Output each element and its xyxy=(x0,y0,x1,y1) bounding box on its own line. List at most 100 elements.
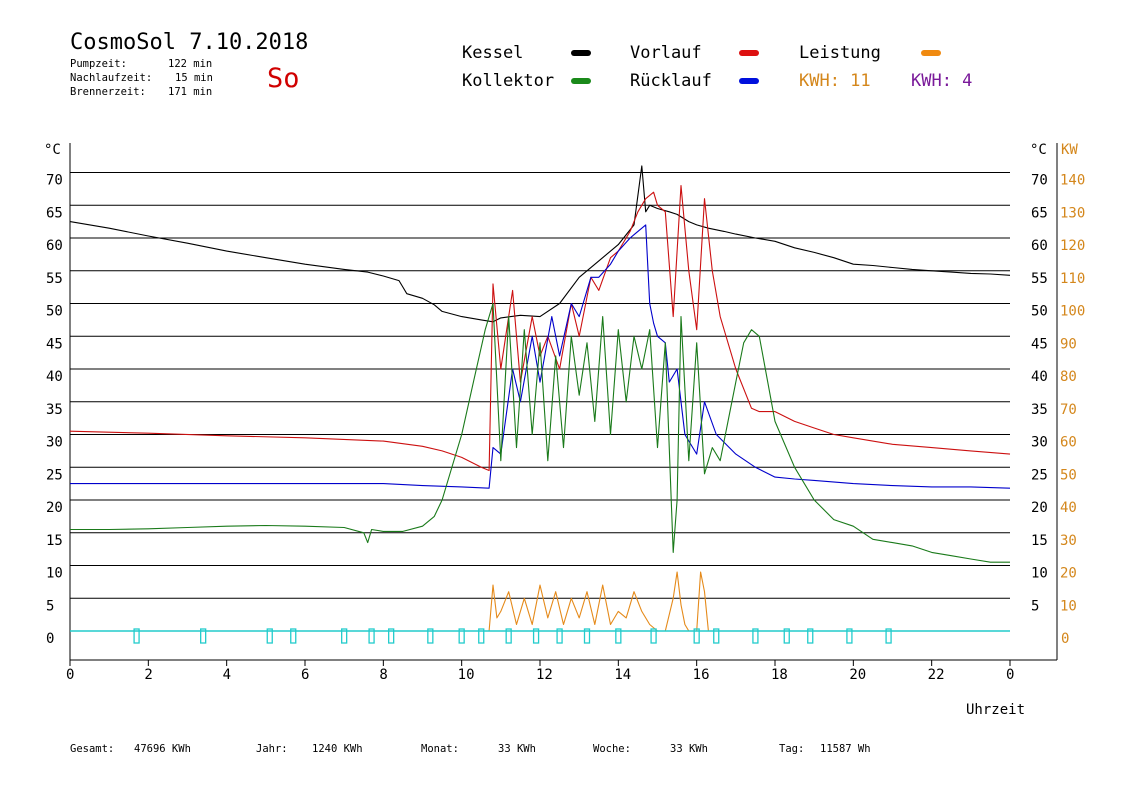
pump-pulse-11 xyxy=(532,628,540,644)
y-right-tick-10: 10 xyxy=(1031,566,1048,582)
y-left-tick-60: 60 xyxy=(46,238,63,254)
x-tick-label-0: 0 xyxy=(66,667,74,683)
y-left-tick-20: 20 xyxy=(46,500,63,516)
y-left-tick-55: 55 xyxy=(46,271,63,287)
pump-pulse-1 xyxy=(200,628,207,644)
pump-pulse-4 xyxy=(341,628,348,644)
x-tick-label-1: 2 xyxy=(144,667,152,683)
chart-series xyxy=(69,165,1011,644)
y-right-tick-25: 25 xyxy=(1031,467,1048,483)
y-kw-tick-140: 140 xyxy=(1060,173,1085,189)
y-left-tick-40: 40 xyxy=(46,369,63,385)
x-tick-label-5: 10 xyxy=(458,667,475,683)
woche-value: 33 KWh xyxy=(670,743,708,755)
legend-kessel-swatch xyxy=(571,50,591,56)
weekday-label: So xyxy=(267,63,300,94)
page-title: CosmoSol 7.10.2018 xyxy=(70,30,309,55)
y-left-tick-15: 15 xyxy=(46,533,63,549)
monat-label: Monat: xyxy=(421,743,459,755)
chart-axes xyxy=(69,143,1058,661)
monat-value: 33 KWh xyxy=(498,743,536,755)
nachlaufzeit-label: Nachlaufzeit: xyxy=(70,72,153,84)
pump-pulse-8 xyxy=(458,628,465,644)
y-kw-tick-30: 30 xyxy=(1060,533,1077,549)
pumpzeit-label: Pumpzeit: xyxy=(70,58,127,70)
series-line-vorlauf xyxy=(69,185,1011,472)
legend-vorlauf: Vorlauf xyxy=(630,43,702,63)
series-line-kollektor xyxy=(70,302,1010,563)
y-left-tick-65: 65 xyxy=(46,205,63,221)
nachlaufzeit-value: 15 min xyxy=(175,72,213,84)
legend-kollektor: Kollektor xyxy=(462,71,555,91)
legend-ruecklauf: Rücklauf xyxy=(630,71,712,91)
pump-pulse-18 xyxy=(752,628,759,644)
y-left-tick-5: 5 xyxy=(46,598,54,614)
y-kw-tick-110: 110 xyxy=(1060,271,1085,287)
y-kw-tick-80: 80 xyxy=(1060,369,1077,385)
left-unit-label: °C xyxy=(44,142,61,158)
y-kw-tick-90: 90 xyxy=(1060,336,1077,352)
pump-pulse-21 xyxy=(846,628,853,644)
pump-pulse-22 xyxy=(885,628,892,644)
legend-kollektor-swatch xyxy=(571,78,591,84)
chart-ticks: 0 2 4 6 8 10 12 14 16 18 20 22 005101520253035404550… xyxy=(46,173,1085,684)
x-tick-label-3: 6 xyxy=(301,667,309,683)
pump-pulse-12 xyxy=(556,628,563,644)
y-kw-tick-50: 50 xyxy=(1060,467,1077,483)
pump-pulse-13 xyxy=(583,628,591,644)
x-tick-label-11: 22 xyxy=(928,667,945,683)
pump-pulse-9 xyxy=(478,628,485,644)
tag-label: Tag: xyxy=(779,743,805,755)
pump-pulse-16 xyxy=(693,628,700,644)
legend-ruecklauf-swatch xyxy=(739,78,759,84)
pump-pulse-6 xyxy=(388,628,395,644)
pump-pulse-10 xyxy=(505,628,512,644)
y-left-tick-70: 70 xyxy=(46,173,63,189)
y-right-tick-50: 50 xyxy=(1031,304,1048,320)
legend-kessel: Kessel xyxy=(462,43,524,63)
y-right-tick-20: 20 xyxy=(1031,500,1048,516)
y-kw-tick-10: 10 xyxy=(1060,598,1077,614)
kw-unit-label: KW xyxy=(1061,142,1078,158)
y-kw-tick-120: 120 xyxy=(1060,238,1085,254)
y-right-tick-65: 65 xyxy=(1031,205,1048,221)
brennerzeit-label: Brennerzeit: xyxy=(70,86,146,98)
pump-pulse-20 xyxy=(807,628,814,644)
right-unit-label: °C xyxy=(1030,142,1047,158)
y-right-tick-40: 40 xyxy=(1031,369,1048,385)
gesamt-value: 47696 KWh xyxy=(134,743,191,755)
pump-pulse-14 xyxy=(615,628,622,644)
series-line-leistung xyxy=(488,571,1010,632)
pump-pulse-2 xyxy=(266,628,273,644)
legend-kwh-orange: KWH: 11 xyxy=(799,71,871,91)
jahr-label: Jahr: xyxy=(256,743,288,755)
pump-pulse-19 xyxy=(783,628,790,644)
y-right-tick-45: 45 xyxy=(1031,336,1048,352)
x-tick-label-7: 14 xyxy=(614,667,631,683)
x-tick-label-10: 20 xyxy=(849,667,866,683)
y-kw-tick-20: 20 xyxy=(1060,566,1077,582)
y-right-tick-60: 60 xyxy=(1031,238,1048,254)
y-right-tick-5: 5 xyxy=(1031,598,1039,614)
pumpzeit-value: 122 min xyxy=(168,58,213,70)
x-tick-label-9: 18 xyxy=(771,667,788,683)
y-right-tick-35: 35 xyxy=(1031,402,1048,418)
y-left-tick-45: 45 xyxy=(46,336,63,352)
pump-pulse-0 xyxy=(133,628,140,644)
woche-label: Woche: xyxy=(593,743,631,755)
y-right-tick-15: 15 xyxy=(1031,533,1048,549)
brennerzeit-value: 171 min xyxy=(168,86,213,98)
x-tick-label-2: 4 xyxy=(223,667,231,683)
gesamt-label: Gesamt: xyxy=(70,743,115,755)
y-left-tick-0: 0 xyxy=(46,631,54,647)
legend-vorlauf-swatch xyxy=(739,50,759,56)
tag-value: 11587 Wh xyxy=(820,743,871,755)
pump-pulse-3 xyxy=(290,628,297,644)
y-left-tick-30: 30 xyxy=(46,435,63,451)
legend-leistung: Leistung xyxy=(799,43,881,63)
y-left-tick-25: 25 xyxy=(46,467,63,483)
pump-pulse-15 xyxy=(650,628,657,644)
y-kw-tick-0: 0 xyxy=(1061,631,1069,647)
x-tick-label-12: 0 xyxy=(1006,667,1014,683)
y-kw-tick-100: 100 xyxy=(1060,304,1085,320)
